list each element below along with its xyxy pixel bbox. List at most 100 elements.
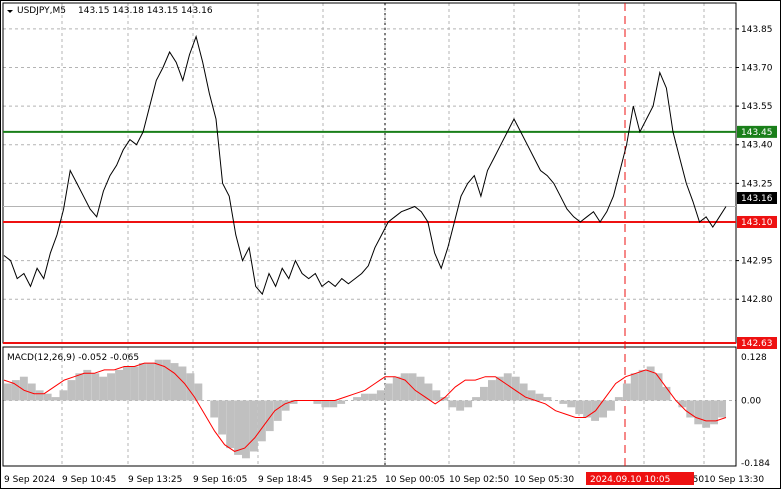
macd-bar — [646, 366, 655, 401]
macd-bar — [369, 393, 377, 401]
macd-bar — [630, 373, 639, 401]
macd-bar — [138, 363, 147, 401]
y-tick-label: 142.95 — [741, 257, 773, 267]
highlight-time-label: 2024.09.10 10:05 — [590, 475, 670, 485]
x-tick-label: 10 Sep 02:50 — [449, 475, 509, 485]
level-label: 143.45 — [741, 128, 773, 138]
y-tick-label: 143.55 — [741, 102, 773, 112]
macd-bar — [456, 400, 465, 411]
macd-bar — [67, 380, 76, 401]
macd-bar — [686, 400, 695, 418]
macd-bar — [361, 393, 369, 401]
macd-bar — [59, 390, 68, 401]
macd-bar — [83, 369, 92, 401]
macd-bar — [599, 400, 607, 418]
macd-bar — [464, 400, 473, 408]
macd-bar — [289, 400, 298, 404]
macd-bar — [337, 400, 346, 404]
macd-bar — [130, 366, 139, 401]
macd-bar — [376, 390, 385, 401]
macd-bar — [575, 400, 584, 415]
ohlc-values: 143.15 143.18 143.15 143.16 — [78, 6, 213, 16]
macd-bar — [170, 363, 179, 401]
macd-bar — [273, 400, 282, 421]
macd-bar — [75, 373, 84, 401]
level-tag — [737, 125, 777, 138]
macd-bar — [654, 373, 663, 401]
macd-bar — [329, 400, 338, 408]
x-tick-label: 9 Sep 2024 — [4, 475, 56, 485]
macd-bar — [154, 359, 163, 401]
macd-bar — [583, 400, 592, 418]
price-line — [3, 34, 727, 296]
macd-bar — [210, 400, 219, 418]
macd-bar — [432, 390, 441, 401]
macd-y-tick-label: 0.128 — [741, 353, 767, 363]
macd-bar — [710, 400, 718, 425]
macd-bar — [694, 400, 703, 425]
macd-bar — [353, 397, 361, 401]
macd-axis: 0.128 0.00 -0.184 — [741, 353, 770, 469]
macd-bar — [440, 397, 449, 401]
y-tick-label: 143.40 — [741, 141, 773, 151]
macd-bar — [257, 400, 266, 442]
macd-bar — [250, 400, 258, 452]
macd-bar — [392, 376, 401, 401]
macd-bar — [416, 376, 425, 401]
symbol-title: USDJPY,M5 — [17, 6, 66, 16]
price-axis: 143.85 143.70 143.55 143.40 143.25 142.95 142.… — [736, 25, 773, 305]
macd-bar — [527, 390, 536, 401]
x-tick-label: 9 Sep 21:25 — [323, 475, 377, 485]
x-tick-label: 10 Sep 00:05 — [385, 475, 445, 485]
macd-bar — [27, 383, 36, 401]
macd-bar — [535, 393, 544, 401]
macd-bar — [480, 386, 488, 401]
macd-bar — [408, 373, 417, 401]
macd-y-tick-label: 0.00 — [741, 396, 761, 406]
macd-bar — [622, 383, 631, 401]
highlight-time-tag — [586, 472, 694, 485]
macd-pane — [2, 346, 737, 467]
macd-bar — [702, 400, 711, 428]
macd-bar — [614, 397, 623, 401]
current-price-tag — [737, 192, 777, 204]
macd-bar — [186, 373, 195, 401]
macd-bar — [11, 380, 20, 401]
macd-bar — [424, 383, 433, 401]
macd-bar — [123, 366, 131, 401]
macd-histogram — [4, 359, 726, 459]
level-tag — [737, 337, 777, 349]
macd-bar — [91, 373, 100, 401]
macd-bar — [472, 397, 480, 401]
macd-bar — [511, 376, 520, 401]
x-tick-label: 9 Sep 16:05 — [193, 475, 247, 485]
macd-bar — [4, 383, 12, 401]
macd-title: MACD(12,26,9) -0.052 -0.065 — [7, 353, 139, 363]
macd-bar — [400, 373, 409, 401]
macd-bar — [242, 400, 250, 459]
macd-bar — [519, 383, 528, 401]
macd-signal-line — [3, 362, 727, 452]
macd-bar — [35, 390, 44, 401]
macd-bar — [146, 363, 155, 401]
y-tick-label: 142.80 — [741, 295, 773, 305]
x-tick-label: 10 Sep 05:30 — [514, 475, 574, 485]
y-tick-label: 143.85 — [741, 25, 773, 35]
macd-bar — [543, 397, 552, 401]
macd-bar — [678, 400, 687, 408]
macd-bar — [313, 400, 322, 404]
level-label: 142.63 — [741, 339, 773, 349]
macd-bar — [162, 359, 171, 401]
macd-bar — [115, 369, 123, 401]
macd-bar — [321, 400, 330, 408]
macd-bar — [638, 369, 647, 401]
macd-bar — [448, 400, 457, 408]
macd-bar — [567, 400, 576, 408]
macd-bar — [218, 400, 227, 435]
dropdown-arrow-icon[interactable] — [7, 10, 13, 13]
macd-bar — [384, 383, 393, 401]
macd-bar — [265, 400, 274, 432]
macd-bar — [19, 376, 28, 401]
